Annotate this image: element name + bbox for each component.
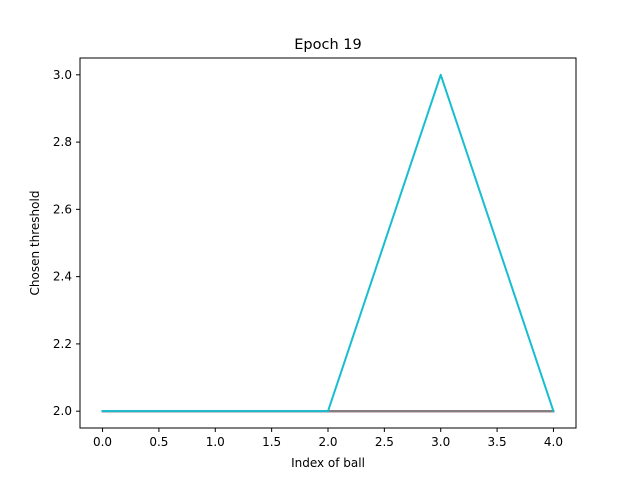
y-tick-label: 3.0	[53, 68, 72, 82]
plot-area	[80, 58, 576, 428]
x-tick-label: 1.5	[262, 435, 281, 449]
x-axis-ticks: 0.0 0.5 1.0 1.5 2.0 2.5 3.0 3.5 4.0	[93, 428, 563, 449]
y-tick-label: 2.2	[53, 337, 72, 351]
x-tick-label: 1.0	[206, 435, 225, 449]
chart-title: Epoch 19	[294, 37, 361, 53]
y-tick-label: 2.0	[53, 404, 72, 418]
x-tick-label: 3.5	[488, 435, 507, 449]
x-tick-label: 3.0	[431, 435, 450, 449]
y-tick-label: 2.8	[53, 135, 72, 149]
y-axis-label: Chosen threshold	[28, 191, 42, 296]
series-line-9	[101, 73, 555, 413]
x-tick-label: 4.0	[544, 435, 563, 449]
series-layer	[101, 73, 555, 413]
y-axis-ticks: 2.0 2.2 2.4 2.6 2.8 3.0	[53, 68, 80, 418]
x-tick-label: 0.5	[149, 435, 168, 449]
x-tick-label: 0.0	[93, 435, 112, 449]
y-tick-label: 2.4	[53, 270, 72, 284]
x-tick-label: 2.0	[318, 435, 337, 449]
x-tick-label: 2.5	[375, 435, 394, 449]
y-tick-label: 2.6	[53, 202, 72, 216]
x-axis-label: Index of ball	[291, 456, 365, 470]
